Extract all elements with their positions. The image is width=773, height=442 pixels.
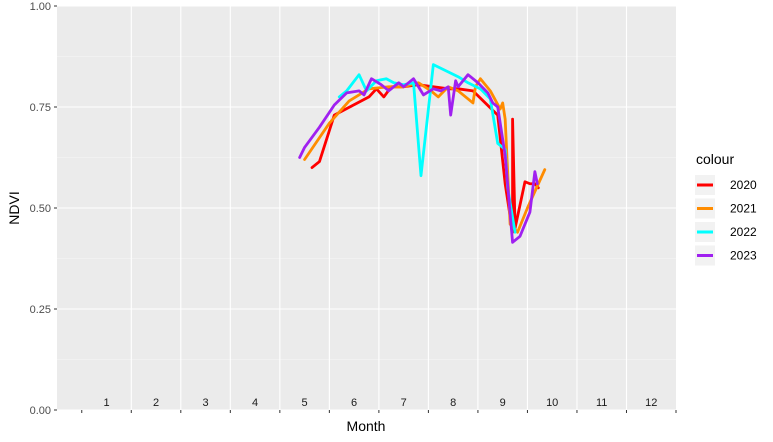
- legend-label-2022: 2022: [730, 225, 757, 239]
- y-axis-title: NDVI: [6, 191, 22, 224]
- x-tick-label: 5: [302, 397, 308, 409]
- legend-label-2023: 2023: [730, 249, 757, 263]
- x-tick-label: 11: [596, 397, 607, 409]
- x-axis-title: Month: [347, 418, 386, 434]
- y-axis: 0.00 0.25 0.50 0.75 1.00: [30, 1, 57, 417]
- y-tick-label: 0.00: [30, 405, 51, 417]
- legend-label-2021: 2021: [730, 202, 757, 216]
- legend: colour 2020 2021 2022 2023: [695, 151, 757, 266]
- y-tick-label: 0.75: [30, 102, 51, 114]
- x-tick-label: 7: [401, 397, 407, 409]
- x-tick-label: 9: [500, 397, 506, 409]
- x-tick-label: 10: [546, 397, 558, 409]
- x-tick-label: 2: [153, 397, 159, 409]
- series-lines: [298, 63, 547, 244]
- x-tick-label: 12: [645, 397, 657, 409]
- x-axis: 1 2 3 4 5 6 7 8 9 10 11 12: [81, 397, 677, 413]
- series-line-2023: [298, 73, 539, 244]
- x-tick-label: 4: [252, 397, 258, 409]
- grid-major: [57, 5, 676, 411]
- y-tick-label: 0.50: [30, 203, 51, 215]
- legend-label-2020: 2020: [730, 178, 757, 192]
- y-tick-label: 1.00: [30, 1, 51, 13]
- x-tick-label: 8: [450, 397, 456, 409]
- legend-title: colour: [696, 151, 734, 167]
- series-line-2020: [310, 83, 540, 234]
- x-tick-label: 1: [103, 397, 109, 409]
- y-tick-label: 0.25: [30, 304, 51, 316]
- x-tick-label: 6: [351, 397, 357, 409]
- x-tick-label: 3: [202, 397, 208, 409]
